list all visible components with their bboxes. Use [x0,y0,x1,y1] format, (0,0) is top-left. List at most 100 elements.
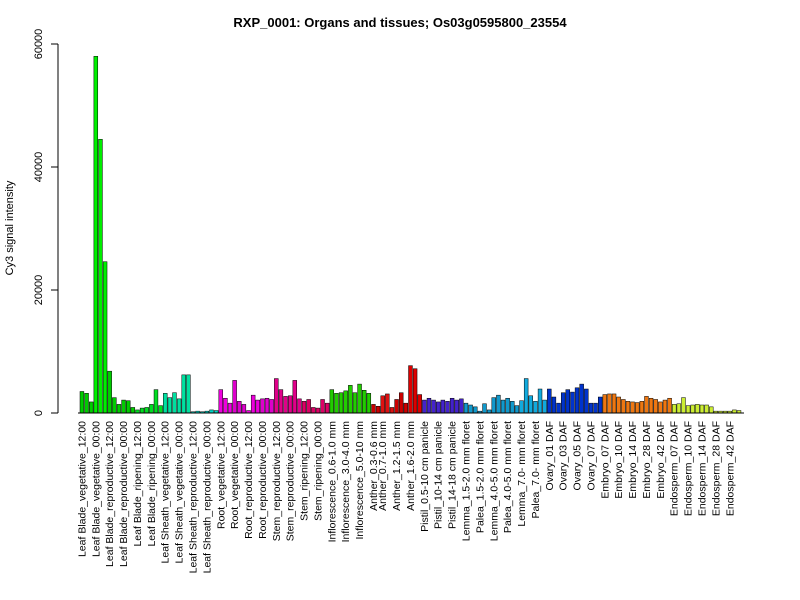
x-category-label: Root_reproductive_00:00 [257,421,269,539]
bar [602,394,608,414]
bar [315,407,321,414]
bar [528,395,533,414]
bar [417,394,422,414]
category-labels: Leaf Blade_vegetative_12:00 Leaf Blade_ve… [76,421,736,574]
x-category-label: Pistil_14-18 cm panicle [447,421,459,529]
y-tick-label: 40000 [33,152,45,183]
bar [366,393,372,414]
x-category-label: Leaf Blade_vegetative_12:00 [76,421,88,557]
bar [579,383,584,414]
bar [500,399,506,414]
bar [324,402,330,414]
bar [607,393,612,414]
x-category-label: Inflorescence_3.0-4.0 mm [340,421,352,543]
x-category-label: Embryo_42 DAF [655,421,667,499]
bar [551,396,557,414]
bar [338,392,344,414]
x-category-label: Lemma_7.0- mm floret [516,421,528,527]
bar [163,393,168,414]
bar [639,401,645,414]
bar [611,393,617,414]
bar [436,401,441,414]
x-category-label: Leaf Blade_reproductive_00:00 [118,421,130,567]
bar [278,389,284,414]
bar [584,388,589,414]
x-category-label: Endosperm_14 DAF [696,421,708,516]
x-category-label: Endosperm_07 DAF [669,421,681,516]
bar [399,392,404,414]
bar [223,397,228,414]
bar [445,401,450,414]
bar [709,406,714,414]
x-category-label: Ovary_03 DAF [558,421,570,490]
bar [274,378,279,414]
y-tick-label: 60000 [33,29,45,60]
bar [440,399,446,414]
bar [412,368,418,414]
bar [149,404,154,414]
chart-title: RXP_0001: Organs and tissues; Os03g05958… [233,15,567,30]
bar [542,399,547,414]
bar [320,399,325,414]
bar [264,397,270,414]
bar [250,394,256,414]
bar [514,405,520,414]
x-category-label: Embryo_14 DAF [627,421,639,499]
x-category-label: Anther_0.3-0.6 mm [368,421,380,511]
bar [93,56,99,414]
bar [690,404,695,414]
bar [380,395,385,414]
x-category-label: Inflorescence_5.0-10 mm [354,421,366,540]
bar [292,380,297,414]
x-category-label: Stem_ripening_12:00 [299,421,311,521]
bar [505,397,510,414]
bar [144,407,149,414]
x-category-label: Palea_4.0-5.0 mm floret [502,421,514,533]
bars-group [79,56,742,414]
bar [126,400,131,414]
bar [269,399,274,414]
x-category-label: Anther_1.6-2.0 mm [405,421,417,511]
x-category-label: Embryo_10 DAF [613,421,625,499]
bar [167,397,173,414]
x-category-label: Stem_reproductive_00:00 [285,421,297,541]
bar [491,397,496,414]
bar [79,391,85,414]
bar [648,397,654,414]
bar [482,403,487,414]
bar [510,401,515,414]
bar [394,399,399,414]
bar [348,385,353,414]
bar [685,405,691,414]
bar [560,392,566,414]
bar [459,398,464,414]
bar [704,404,709,414]
x-category-label: Pistil_10-14 cm panicle [433,421,445,529]
bar [426,397,432,414]
bar [181,374,186,414]
bar [408,365,413,414]
x-category-label: Palea_1.5-2.0 mm floret [474,421,486,533]
bar [431,399,436,414]
bar [329,389,335,414]
bar [255,399,260,414]
bar [84,393,89,414]
x-category-label: Embryo_28 DAF [641,421,653,499]
bar [658,401,663,414]
bar [306,399,311,414]
bar [574,387,580,414]
bar [565,389,570,414]
bar [597,396,603,414]
bar [121,399,126,414]
bar [311,407,316,414]
bar [699,404,705,414]
x-category-label: Pistil_0.5-10 cm panicle [419,421,431,532]
bar [371,404,376,414]
x-category-label: Root_reproductive_12:00 [243,421,255,539]
bar [616,396,621,414]
bar [375,405,381,414]
bar [139,407,145,414]
bar [519,400,524,414]
bar [98,139,103,414]
bar [667,397,672,414]
